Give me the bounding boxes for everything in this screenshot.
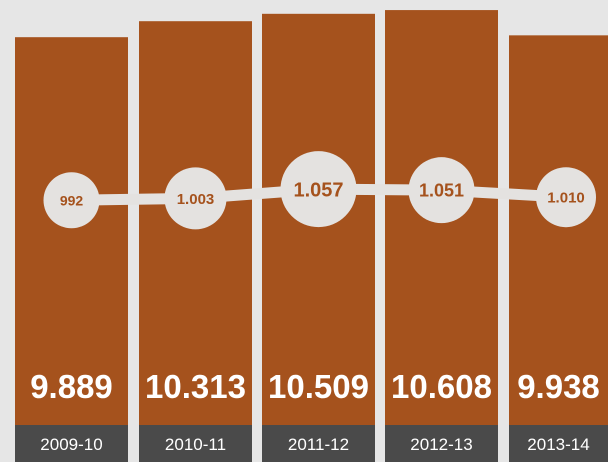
- bar-2013-14: [509, 35, 608, 425]
- category-cell: [509, 425, 608, 462]
- category-label: 2010-11: [165, 435, 226, 454]
- line-point-bubble: [43, 172, 100, 229]
- line-point-bubble: [164, 167, 227, 230]
- bar-value-label: 10.313: [145, 368, 246, 405]
- bar-value-label: 10.509: [268, 368, 369, 405]
- line-point-bubble: [408, 157, 475, 224]
- category-cell: [262, 425, 375, 462]
- category-label: 2012-13: [410, 435, 472, 454]
- bar-value-label: 9.889: [30, 368, 113, 405]
- bar-2009-10: [15, 37, 128, 426]
- line-point-label: 1.051: [419, 181, 464, 201]
- category-cell: [139, 425, 252, 462]
- bar-value-label: 9.938: [517, 368, 600, 405]
- line-point-bubble: [536, 167, 596, 228]
- line-point-bubble: [280, 151, 357, 228]
- line-point-label: 1.003: [177, 191, 215, 208]
- category-label: 2009-10: [40, 435, 102, 454]
- line-point-label: 1.010: [547, 190, 585, 207]
- category-label: 2013-14: [527, 435, 589, 454]
- category-cell: [15, 425, 128, 462]
- line-point-label: 992: [60, 192, 84, 208]
- category-label: 2011-12: [288, 435, 349, 454]
- category-cell: [385, 425, 498, 462]
- line-point-label: 1.057: [293, 179, 343, 201]
- bar-value-label: 10.608: [391, 368, 492, 405]
- category-band-group: 2009-10 2010-11 2011-12 2012-13 2013-14: [15, 425, 608, 462]
- bubbles-group: 992 1.003 1.057 1.051 1.010: [43, 151, 596, 230]
